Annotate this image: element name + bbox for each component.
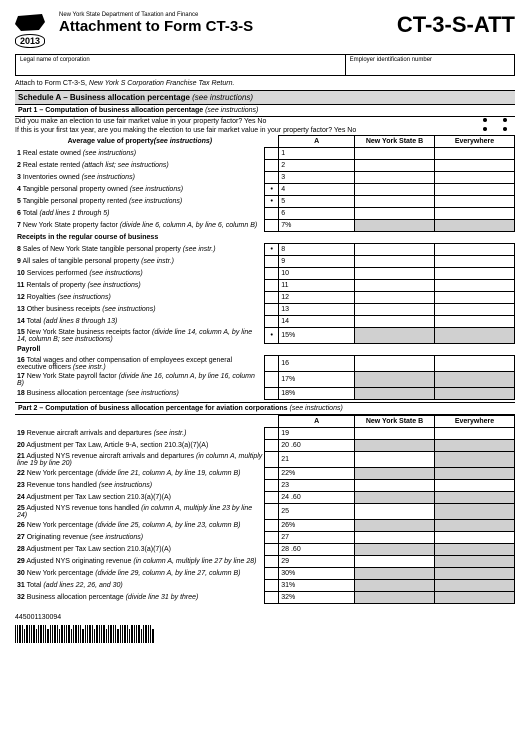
line-12: 12 Royalties (see instructions)12 [15,292,515,304]
barcode [15,623,155,643]
attach-instruction: Attach to Form CT-3-S, New York S Corpor… [15,80,515,87]
ein-field[interactable]: Employer identification number [346,55,514,75]
id-boxes: Legal name of corporation Employer ident… [15,54,515,76]
line-6: 6 Total (add lines 1 through 5)6 [15,208,515,220]
q2-no-bullet[interactable] [503,127,507,131]
line-21: 21 Adjusted NYS revenue aircraft arrival… [15,452,515,468]
line-2: 2 Real estate rented (attach list; see i… [15,160,515,172]
legal-name-field[interactable]: Legal name of corporation [16,55,346,75]
part1-table: Average value of property(see instructio… [15,135,515,400]
line-19: 19 Revenue aircraft arrivals and departu… [15,428,515,440]
q2-yes-bullet[interactable] [483,127,487,131]
fmv-election-q2: If this is your first tax year, are you … [15,126,515,135]
line-22: 22 New York percentage (divide line 21, … [15,468,515,480]
line-11: 11 Rentals of property (see instructions… [15,280,515,292]
line-32: 32 Business allocation percentage (divid… [15,592,515,604]
ny-state-logo: 2013 [15,12,55,48]
q1-no-bullet[interactable] [503,118,507,122]
line-29: 29 Adjusted NYS originating revenue (in … [15,556,515,568]
schedule-a-header: Schedule A – Business allocation percent… [15,90,515,105]
line-27: 27 Originating revenue (see instructions… [15,532,515,544]
col-a-header: A [279,136,355,148]
col-c-header: Everywhere [435,136,515,148]
line-17: 17 New York State payroll factor (divide… [15,372,515,388]
line-7: 7 New York State property factor (divide… [15,220,515,232]
line-3: 3 Inventories owned (see instructions)3 [15,172,515,184]
line-20: 20 Adjustment per Tax Law, Article 9-A, … [15,440,515,452]
fmv-election-q1: Did you make an election to use fair mar… [15,117,515,126]
line-1: 1 Real estate owned (see instructions)1 [15,148,515,160]
line-18: 18 Business allocation percentage (see i… [15,388,515,400]
q1-yes-bullet[interactable] [483,118,487,122]
line-5: 5 Tangible personal property rented (see… [15,196,515,208]
part1-header: Part 1 – Computation of business allocat… [15,105,515,117]
line-28: 28 Adjustment per Tax Law section 210.3(… [15,544,515,556]
part2-header: Part 2 – Computation of business allocat… [15,402,515,415]
line-26: 26 New York percentage (divide line 25, … [15,520,515,532]
line-8: 8 Sales of New York State tangible perso… [15,244,515,256]
line-24: 24 Adjustment per Tax Law section 210.3(… [15,492,515,504]
line-14: 14 Total (add lines 8 through 13)14 [15,316,515,328]
tax-year: 2013 [15,34,45,48]
line-25: 25 Adjusted NYS revenue tons handled (in… [15,504,515,520]
line-4: 4 Tangible personal property owned (see … [15,184,515,196]
line-23: 23 Revenue tons handled (see instruction… [15,480,515,492]
line-13: 13 Other business receipts (see instruct… [15,304,515,316]
form-code: CT-3-S-ATT [397,12,515,38]
line-31: 31 Total (add lines 22, 26, and 30)31% [15,580,515,592]
line-15: 15 New York State business receipts fact… [15,328,515,344]
form-title: Attachment to Form CT-3-S [59,18,397,35]
payroll-header: Payroll [15,344,515,356]
line-16: 16 Total wages and other compensation of… [15,356,515,372]
line-30: 30 New York percentage (divide line 29, … [15,568,515,580]
col-b-header: New York State B [355,136,435,148]
barcode-number: 445001130094 [15,614,155,621]
receipts-header: Receipts in the regular course of busine… [15,232,515,244]
line-10: 10 Services performed (see instructions)… [15,268,515,280]
part2-table: A New York State B Everywhere 19 Revenue… [15,415,515,604]
line-9: 9 All sales of tangible personal propert… [15,256,515,268]
